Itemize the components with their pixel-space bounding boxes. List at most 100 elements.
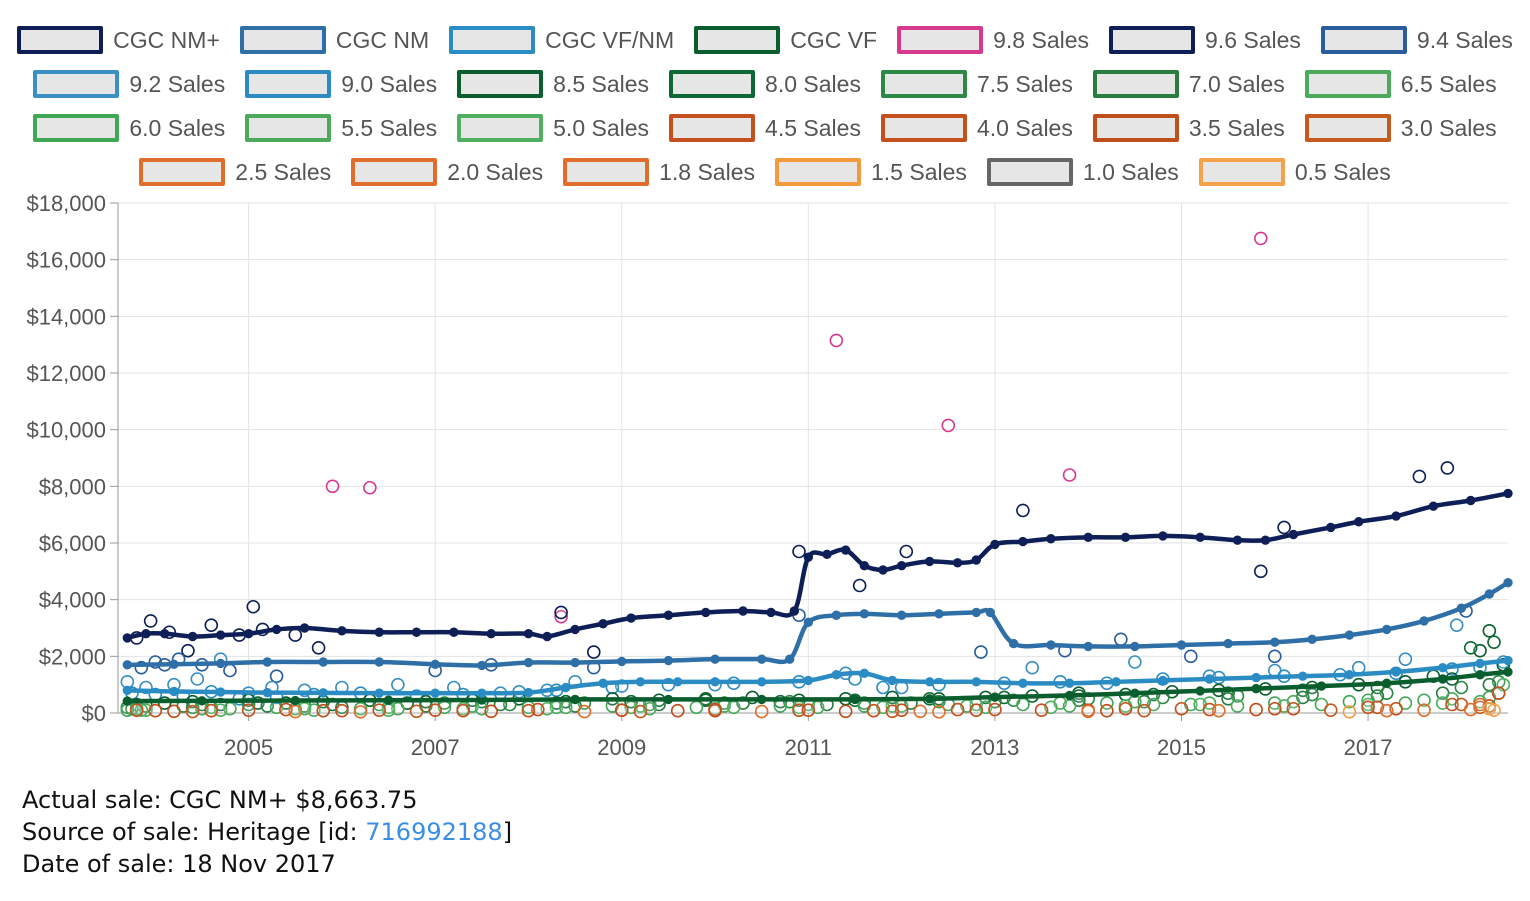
legend-swatch bbox=[1198, 158, 1285, 186]
data-point bbox=[838, 704, 853, 719]
line-marker bbox=[215, 687, 226, 697]
legend-item[interactable]: 1.0 Sales bbox=[986, 158, 1179, 186]
data-point bbox=[1118, 701, 1133, 716]
line-marker bbox=[617, 656, 627, 667]
legend-label: 9.0 Sales bbox=[341, 70, 438, 97]
legend-label: 8.5 Sales bbox=[553, 70, 650, 97]
legend-item[interactable]: 2.5 Sales bbox=[139, 158, 331, 186]
data-point bbox=[899, 544, 914, 559]
line-marker bbox=[169, 659, 179, 669]
line-marker bbox=[789, 606, 800, 616]
data-point bbox=[1463, 641, 1478, 655]
line-marker bbox=[1046, 534, 1056, 544]
line-marker bbox=[803, 552, 814, 562]
x-tick-label: 2007 bbox=[411, 735, 460, 760]
line-marker bbox=[756, 694, 767, 705]
line-marker bbox=[1130, 688, 1140, 698]
data-point bbox=[1417, 703, 1431, 717]
line-marker bbox=[1176, 640, 1187, 650]
legend-item[interactable]: 5.0 Sales bbox=[457, 114, 649, 142]
legend-item[interactable]: 1.5 Sales bbox=[775, 158, 967, 186]
legend-label: CGC NM bbox=[335, 26, 430, 53]
legend-swatch bbox=[17, 26, 104, 54]
line-marker bbox=[1503, 655, 1513, 666]
legend-item[interactable]: 5.5 Sales bbox=[245, 114, 437, 142]
line-marker bbox=[1083, 641, 1093, 652]
line-marker bbox=[1130, 641, 1140, 652]
legend-item[interactable]: 6.0 Sales bbox=[33, 114, 225, 142]
data-point bbox=[1398, 652, 1413, 666]
legend-swatch bbox=[1304, 70, 1391, 98]
data-point bbox=[134, 703, 149, 717]
legend-item[interactable]: CGC VF bbox=[694, 26, 877, 54]
line-marker bbox=[1503, 667, 1513, 677]
y-tick-label: $16,000 bbox=[26, 248, 106, 273]
legend-item[interactable]: 6.5 Sales bbox=[1304, 70, 1497, 98]
legend-item[interactable]: 4.5 Sales bbox=[669, 114, 861, 142]
data-point bbox=[1081, 704, 1096, 719]
legend-item[interactable]: 9.6 Sales bbox=[1109, 26, 1301, 54]
line-marker bbox=[523, 657, 534, 668]
line-marker bbox=[803, 617, 814, 628]
legend-item[interactable]: 7.5 Sales bbox=[880, 70, 1073, 98]
legend-item[interactable]: 0.5 Sales bbox=[1198, 158, 1391, 186]
legend-item[interactable]: 1.8 Sales bbox=[563, 158, 755, 186]
data-point bbox=[1454, 680, 1469, 695]
data-point bbox=[1212, 703, 1226, 718]
data-point bbox=[269, 669, 284, 683]
data-point bbox=[1412, 469, 1427, 484]
line-marker bbox=[766, 607, 776, 618]
legend-item[interactable]: CGC NM+ bbox=[17, 26, 220, 54]
data-point bbox=[708, 703, 722, 718]
line-marker bbox=[663, 694, 674, 705]
data-point bbox=[1267, 649, 1282, 664]
line-marker bbox=[1382, 624, 1392, 635]
data-point bbox=[143, 614, 158, 628]
data-point bbox=[181, 643, 195, 658]
legend-swatch bbox=[245, 114, 332, 142]
source-prefix: Source of sale: Heritage [id: bbox=[22, 818, 366, 846]
data-point bbox=[876, 680, 890, 695]
legend-item[interactable]: 9.2 Sales bbox=[33, 70, 225, 98]
line-marker bbox=[971, 555, 981, 565]
legend-item[interactable]: 2.0 Sales bbox=[351, 158, 543, 186]
data-point bbox=[1221, 692, 1235, 706]
line-marker bbox=[411, 627, 422, 637]
legend-item[interactable]: 8.0 Sales bbox=[669, 70, 861, 98]
line-marker bbox=[1484, 589, 1495, 599]
trend-lines bbox=[122, 488, 1513, 706]
legend-item[interactable]: CGC VF/NM bbox=[449, 26, 674, 54]
actual-sale-text: Actual sale: CGC NM+ $8,663.75 bbox=[22, 786, 418, 814]
line-marker bbox=[243, 628, 254, 639]
line-marker bbox=[1475, 670, 1485, 680]
line-marker bbox=[318, 657, 328, 667]
x-tick-label: 2015 bbox=[1157, 735, 1206, 760]
legend-label: 2.5 Sales bbox=[235, 158, 332, 185]
legend-item[interactable]: 9.4 Sales bbox=[1320, 26, 1513, 54]
legend-item[interactable]: 9.8 Sales bbox=[897, 26, 1089, 54]
line-marker bbox=[262, 657, 272, 667]
legend-label: 9.8 Sales bbox=[993, 26, 1090, 53]
legend-item[interactable]: 3.0 Sales bbox=[1304, 114, 1497, 142]
legend-item[interactable]: 7.0 Sales bbox=[1092, 70, 1285, 98]
data-point bbox=[409, 704, 424, 719]
legend-label: 9.6 Sales bbox=[1205, 26, 1301, 53]
legend-label: 3.0 Sales bbox=[1400, 114, 1497, 141]
data-point bbox=[1249, 702, 1263, 717]
legend-label: 9.2 Sales bbox=[129, 70, 226, 97]
y-tick-label: $14,000 bbox=[26, 304, 106, 329]
legend-item[interactable]: 8.5 Sales bbox=[457, 70, 649, 98]
legend-item[interactable]: 9.0 Sales bbox=[245, 70, 437, 98]
legend-item[interactable]: CGC NM bbox=[239, 26, 430, 54]
data-point bbox=[288, 704, 303, 719]
line-marker bbox=[701, 607, 711, 618]
line-marker bbox=[756, 677, 767, 687]
legend-item[interactable]: 4.0 Sales bbox=[880, 114, 1073, 142]
sale-id-link[interactable]: 716992188 bbox=[365, 818, 503, 846]
date-of-sale-text: Date of sale: 18 Nov 2017 bbox=[22, 850, 336, 878]
line-marker bbox=[971, 677, 981, 687]
line-marker bbox=[1503, 488, 1513, 499]
legend-item[interactable]: 3.5 Sales bbox=[1092, 114, 1285, 142]
line-marker bbox=[122, 633, 133, 643]
data-point bbox=[1491, 686, 1506, 700]
